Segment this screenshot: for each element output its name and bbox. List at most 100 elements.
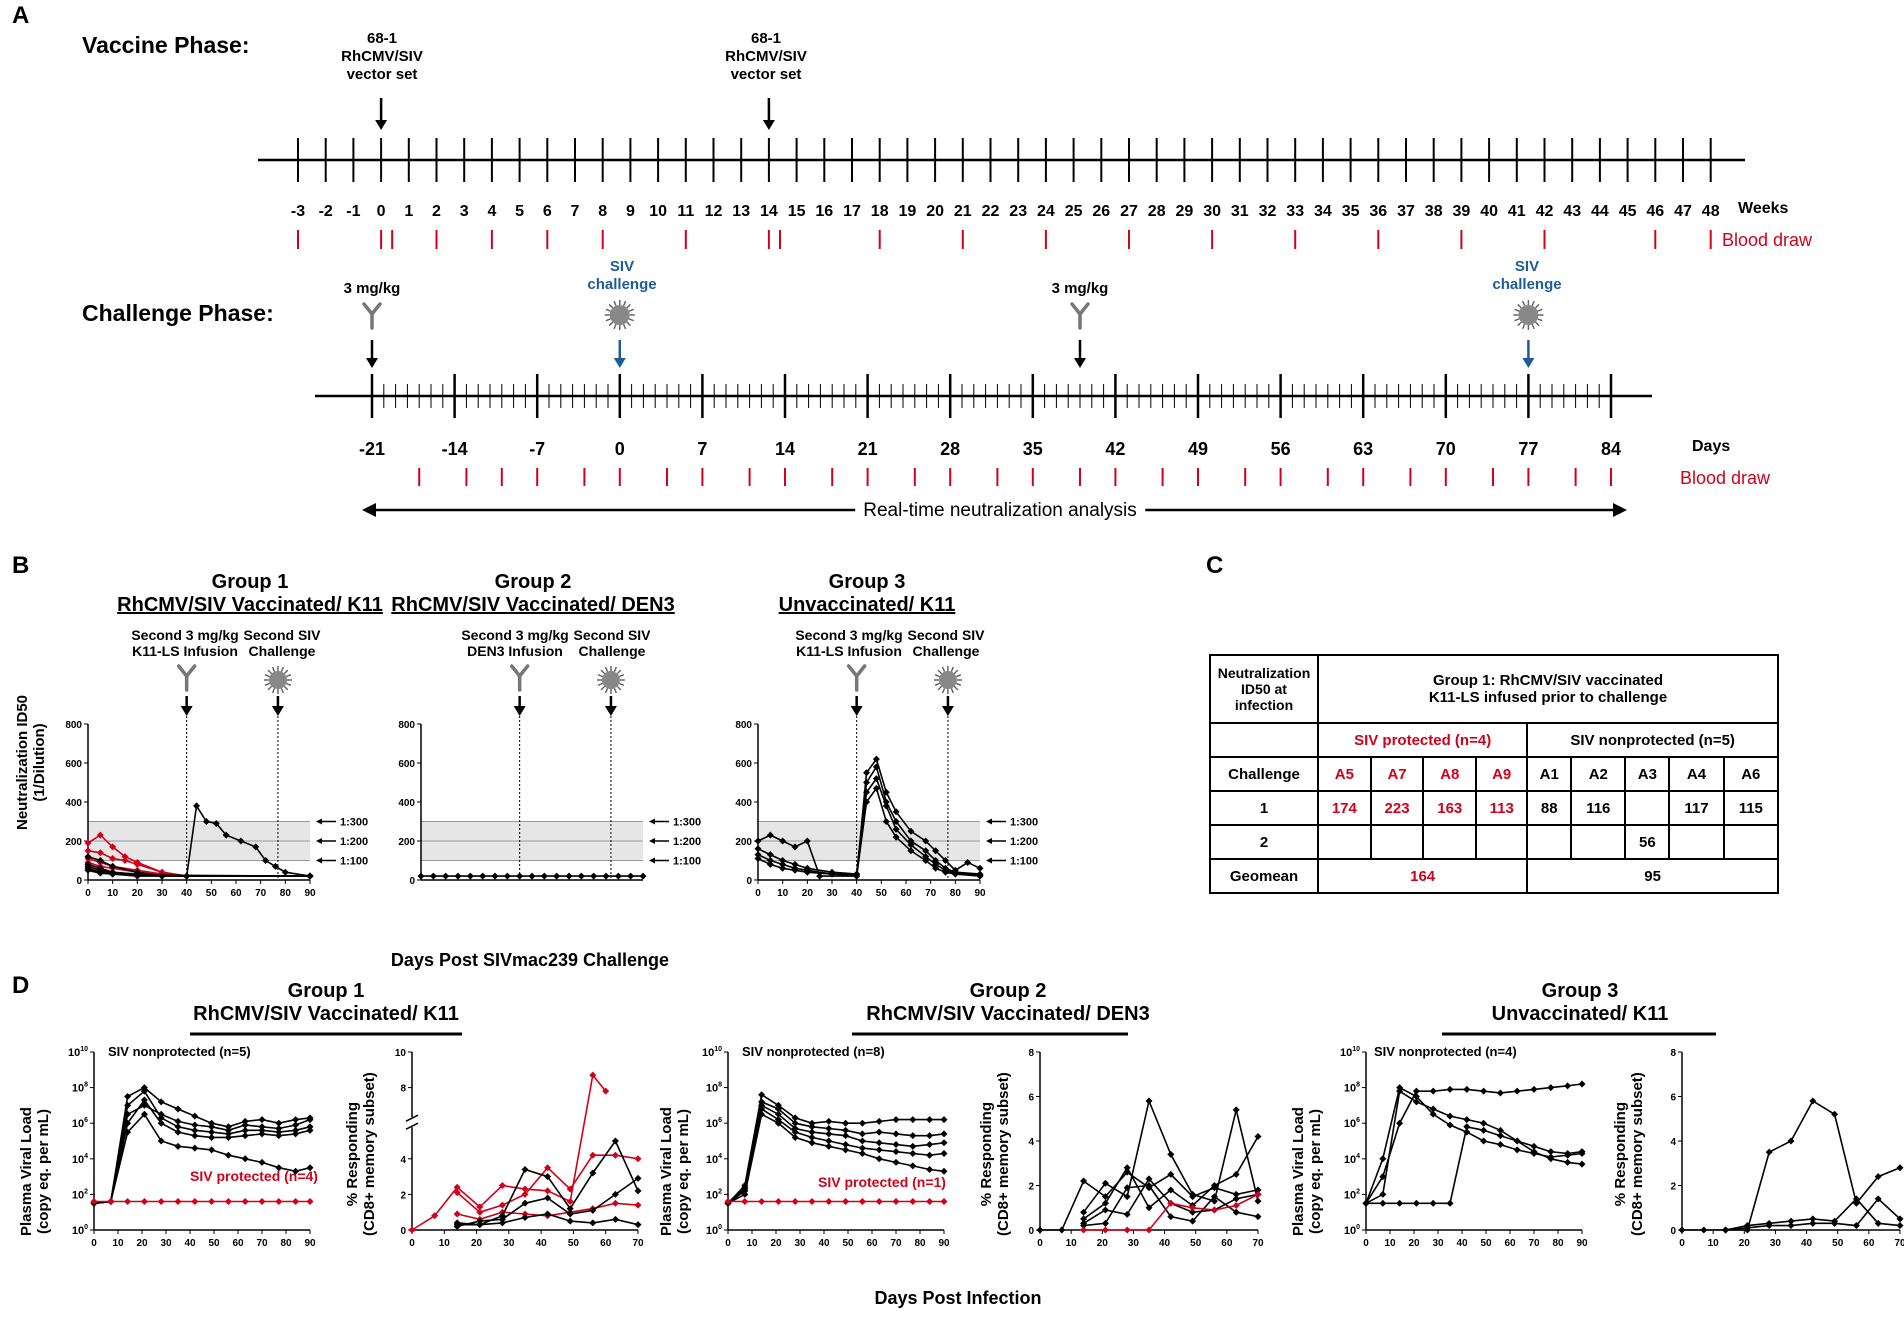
data-point <box>872 775 880 783</box>
data-point <box>1080 1226 1088 1234</box>
data-point <box>602 1087 610 1095</box>
ref-arrow-head <box>649 857 655 864</box>
data-point <box>191 1198 199 1206</box>
ref-label: 1:200 <box>1010 836 1038 848</box>
data-point <box>1167 1213 1175 1221</box>
data-point <box>909 1142 917 1150</box>
data-point <box>1232 1106 1240 1114</box>
data-point <box>1446 1112 1454 1120</box>
y-tick-label: 1010 <box>68 1046 88 1059</box>
series-line <box>411 1073 607 1231</box>
y-tick-label: 104 <box>72 1153 88 1166</box>
week-tick-label: 21 <box>954 203 972 220</box>
data-point <box>466 872 474 880</box>
virus-body <box>609 305 630 325</box>
data-point <box>1189 1204 1197 1212</box>
data-point <box>96 869 104 877</box>
b-group1-header: Group 1 RhCMV/SIV Vaccinated/ K11 <box>117 571 383 616</box>
virus-spike <box>608 303 614 309</box>
data-point <box>521 1214 529 1222</box>
virus-spike <box>264 682 270 687</box>
data-point <box>1101 1219 1109 1227</box>
data-point <box>96 857 104 864</box>
x-tick-label: 90 <box>974 888 986 899</box>
ref-arrow-head <box>986 857 992 864</box>
virus-spike <box>1521 300 1526 307</box>
virus-spike <box>953 685 959 691</box>
data-point <box>258 1116 266 1124</box>
data-point <box>909 1198 917 1206</box>
data-point <box>1167 1186 1175 1194</box>
y-tick-label: 8 <box>400 1084 406 1095</box>
week-tick-label: 37 <box>1397 203 1415 220</box>
data-point <box>503 872 511 880</box>
data-point <box>516 872 524 880</box>
row-label: 1 <box>1209 790 1319 826</box>
d-xlabel: Days Post Infection <box>874 1288 1042 1308</box>
y-tick-label: 0 <box>409 876 415 887</box>
data-point <box>121 857 129 864</box>
data-point <box>909 1132 917 1140</box>
data-point <box>892 825 900 833</box>
data-point <box>292 1167 300 1175</box>
data-point <box>208 1133 216 1141</box>
data-point <box>479 872 487 880</box>
data-point <box>90 1198 98 1206</box>
x-tick-label: 40 <box>1801 1238 1813 1249</box>
dose-arrow-2-head <box>1074 358 1086 368</box>
data-point <box>758 1098 766 1106</box>
data-point <box>140 1087 148 1095</box>
data-point <box>926 1132 934 1140</box>
data-point <box>275 1119 283 1127</box>
y-tick-exponent: 8 <box>718 1082 722 1089</box>
week-tick-label: 8 <box>598 203 607 220</box>
neutralization-analysis-label: Real-time neutralization analysis <box>855 500 1145 522</box>
data-point <box>808 1119 816 1127</box>
data-point <box>566 1217 574 1225</box>
data-point <box>476 1203 484 1211</box>
data-point <box>275 1128 283 1136</box>
week-tick-label: 2 <box>432 203 441 220</box>
protected-header: SIV protected (n=4) <box>1316 722 1529 758</box>
data-point <box>292 1126 300 1134</box>
virus-spike <box>937 685 943 691</box>
data-point <box>193 802 201 810</box>
data-point <box>1809 1219 1817 1227</box>
day-tick-label: 63 <box>1353 439 1373 459</box>
table-cell: 117 <box>1668 790 1725 826</box>
week-tick-label: 0 <box>377 203 386 220</box>
week-tick-label: 45 <box>1619 203 1637 220</box>
data-point <box>140 1084 148 1092</box>
data-point <box>1896 1164 1904 1172</box>
data-point <box>124 1093 132 1100</box>
data-point <box>1412 1087 1420 1095</box>
y-tick-label: 4 <box>1028 1137 1034 1148</box>
week-tick-label: 46 <box>1646 203 1664 220</box>
y-tick-label: 6 <box>1028 1093 1034 1104</box>
d1-protected-label: SIV protected (n=4) <box>190 1168 318 1184</box>
data-point <box>791 860 799 868</box>
table-cell <box>1475 824 1529 860</box>
data-point <box>1412 1199 1420 1207</box>
data-point <box>1036 1226 1044 1234</box>
data-point <box>84 847 92 855</box>
data-point <box>909 1116 917 1124</box>
week-tick-label: 15 <box>788 203 806 220</box>
x-tick-label: 40 <box>851 888 863 899</box>
week-tick-label: 13 <box>732 203 750 220</box>
x-tick-label: 10 <box>1384 1238 1396 1249</box>
data-point <box>926 1198 934 1206</box>
data-point <box>1896 1222 1904 1230</box>
y-tick-label: 400 <box>398 798 415 809</box>
x-tick-label: 20 <box>1408 1238 1420 1249</box>
week-tick-label: 35 <box>1342 203 1360 220</box>
data-point <box>241 1117 249 1125</box>
data-point <box>544 1194 552 1202</box>
x-tick-label: 80 <box>280 888 292 899</box>
y-tick-label: 2 <box>400 1190 406 1201</box>
data-point <box>634 1174 642 1182</box>
vector-annotation-1: 68-1 RhCMV/SIV vector set <box>341 30 423 83</box>
data-point <box>306 1116 314 1124</box>
antibody-icon <box>1070 302 1090 330</box>
table-cell <box>1422 824 1478 860</box>
